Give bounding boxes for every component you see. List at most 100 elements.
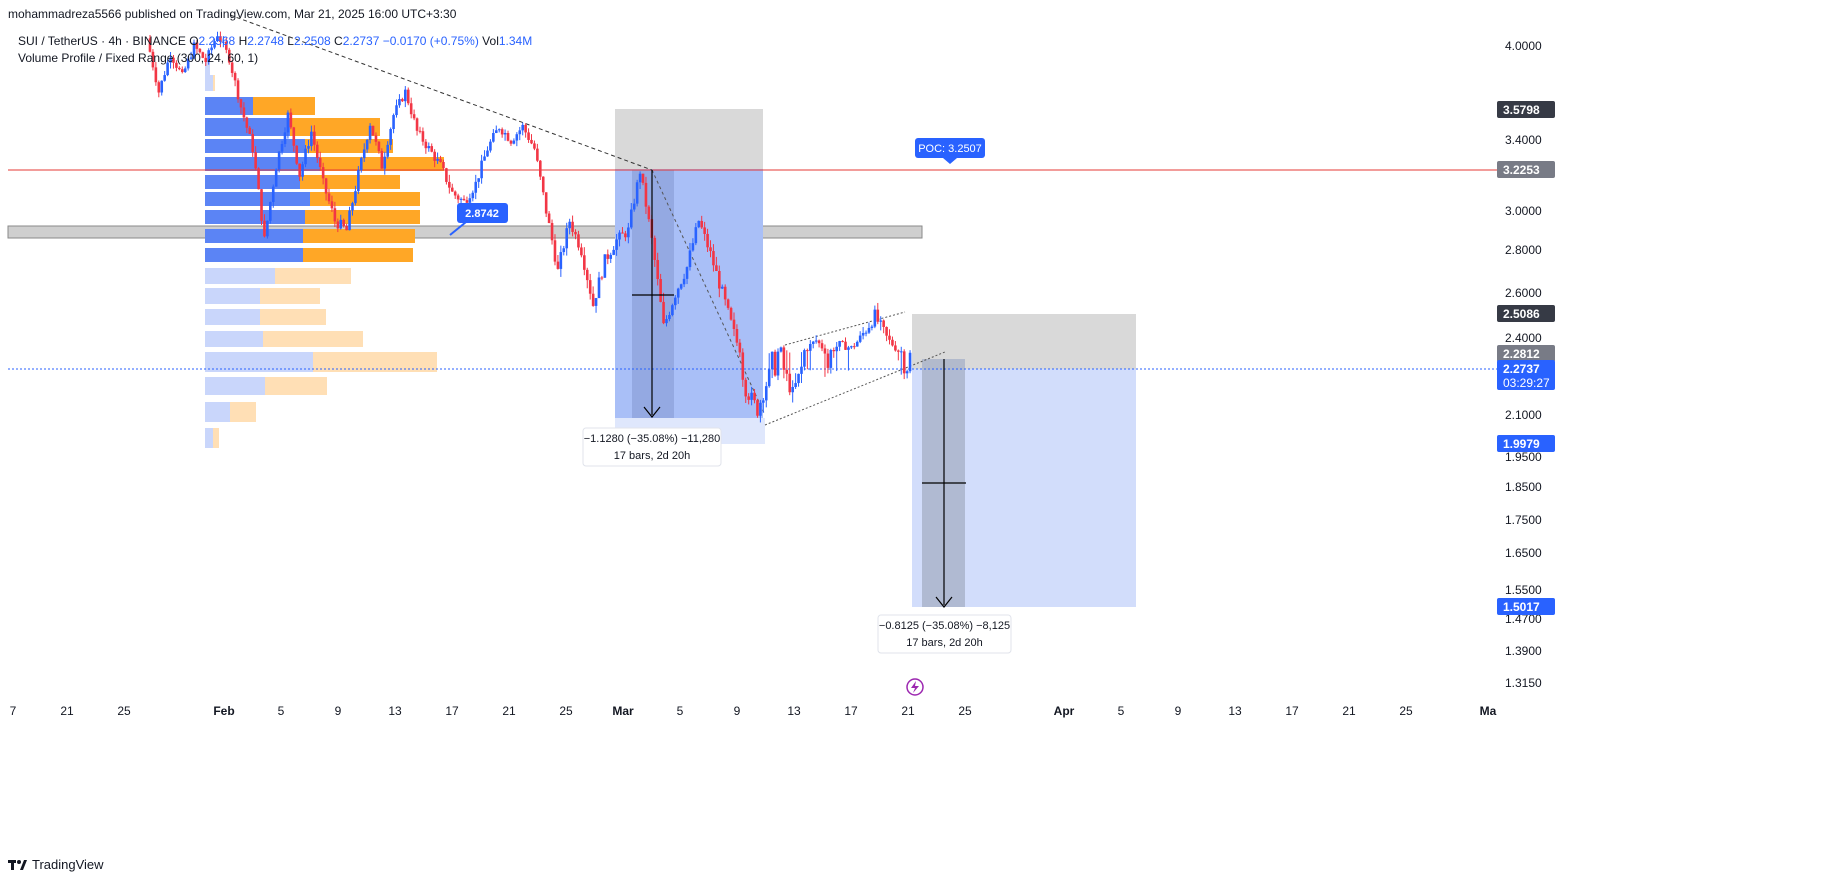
candle-body	[222, 41, 225, 43]
x-axis-label: 7	[10, 704, 17, 718]
candle-body	[348, 210, 351, 231]
candle-body	[398, 99, 401, 106]
candle-body	[483, 156, 486, 161]
volume-profile-down-bar	[265, 377, 327, 395]
measure-info-line1: −1.1280 (−35.08%) −11,280	[584, 433, 721, 445]
candle-body	[632, 203, 636, 210]
candle-body	[835, 346, 838, 352]
candle-body	[723, 286, 727, 300]
y-axis-tick-label: 3.4000	[1505, 133, 1542, 147]
candle-body	[160, 80, 164, 93]
candle-body	[148, 38, 152, 52]
volume-profile-down-bar	[263, 331, 363, 347]
candle-body	[468, 198, 472, 203]
channel-upper	[784, 311, 906, 346]
candle-body	[345, 225, 348, 231]
volume-profile-up-bar	[205, 288, 260, 304]
candle-body	[377, 141, 381, 151]
candle-body	[541, 176, 545, 193]
candle-body	[571, 221, 574, 232]
candle-body	[448, 181, 451, 188]
volume-profile-down-bar	[300, 175, 400, 189]
candle-body	[811, 341, 815, 344]
channel-lower	[764, 351, 946, 426]
candle-body	[486, 150, 489, 157]
candle-body	[242, 107, 246, 118]
candle-body	[577, 234, 580, 248]
x-axis-label: 21	[901, 704, 915, 718]
price-badge	[1497, 305, 1555, 322]
candle-body	[583, 255, 586, 270]
candle-body	[574, 231, 577, 235]
candle-body	[459, 198, 463, 200]
countdown-label: 03:29:27	[1503, 376, 1550, 390]
candle-body	[750, 392, 753, 400]
x-axis-label: Feb	[213, 704, 234, 718]
candle-body	[720, 286, 724, 289]
open-value: 2.2568	[198, 34, 236, 48]
volume-profile-up-bar	[205, 248, 303, 262]
candle-body	[894, 345, 897, 351]
candle-body	[788, 373, 792, 393]
volume-profile-down-bar	[275, 268, 351, 284]
volume-profile-down-bar	[213, 75, 215, 91]
candle-body	[621, 232, 624, 234]
candle-body	[820, 343, 824, 349]
candle-body	[588, 280, 592, 294]
candle-body	[850, 346, 853, 348]
candle-body	[635, 182, 639, 204]
event-lightning-icon	[906, 678, 924, 696]
candle-body	[659, 279, 662, 302]
x-axis-label: Apr	[1054, 704, 1075, 718]
candle-body	[418, 130, 422, 132]
candle-body	[776, 351, 780, 376]
candle-body	[439, 158, 442, 163]
price-badge-label: 2.2812	[1503, 347, 1540, 361]
candle-body	[638, 173, 642, 183]
symbol-title[interactable]: SUI / TetherUS · 4h · BINANCE	[18, 34, 186, 48]
candle-body	[897, 350, 900, 352]
footer-brand[interactable]: TradingView	[8, 857, 104, 872]
candle-body	[826, 353, 830, 368]
y-axis-tick-label: 2.1000	[1505, 408, 1542, 422]
symbol-legend: SUI / TetherUS · 4h · BINANCE O2.2568 H2…	[18, 34, 532, 48]
candle-body	[357, 170, 360, 192]
candle-body	[269, 202, 272, 221]
candle-body	[791, 386, 794, 393]
trendline	[229, 14, 653, 171]
indicator-legend[interactable]: Volume Profile / Fixed Range (300, 24, 6…	[18, 51, 259, 65]
candle-body	[682, 278, 686, 285]
stop-loss-zone	[615, 109, 763, 169]
candle-body	[263, 220, 266, 237]
candle-body	[280, 144, 284, 152]
candle-body	[814, 340, 818, 342]
volume-profile-up-bar	[205, 331, 263, 347]
candle-body	[471, 192, 475, 199]
candle-body	[726, 299, 730, 308]
candle-body	[676, 288, 680, 298]
candle-body	[257, 168, 260, 190]
y-axis-tick-label: 2.6000	[1505, 286, 1542, 300]
price-badge	[1497, 345, 1555, 362]
candle-body	[415, 118, 419, 131]
candle-body	[175, 62, 178, 68]
candle-body	[779, 347, 783, 352]
candle-body	[172, 57, 175, 63]
candle-body	[233, 72, 237, 81]
volume-profile-up-bar	[205, 62, 210, 78]
candle-body	[603, 254, 607, 278]
candle-body	[785, 369, 789, 374]
volume-profile-down-bar	[303, 248, 413, 262]
candle-body	[873, 309, 877, 327]
candle-body	[462, 198, 466, 201]
volume-profile-up-bar	[205, 377, 265, 395]
price-badge	[1497, 161, 1555, 178]
volume-profile-down-bar	[305, 139, 393, 153]
x-axis-label: 17	[844, 704, 858, 718]
candle-body	[817, 340, 821, 344]
candle-body	[905, 371, 909, 374]
candle-body	[533, 143, 536, 149]
candle-body	[315, 144, 319, 159]
candle-body	[365, 139, 369, 150]
